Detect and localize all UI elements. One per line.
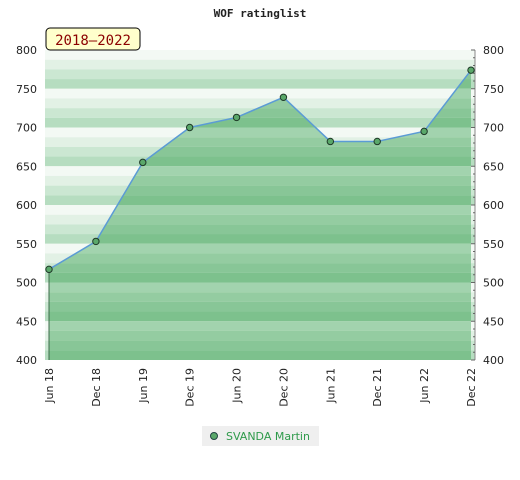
y-tick-label-right: 500 xyxy=(483,277,504,290)
y-tick-label-left: 500 xyxy=(16,277,37,290)
area-band xyxy=(49,214,471,225)
area-band xyxy=(49,311,471,322)
legend-marker xyxy=(210,432,218,440)
area-band xyxy=(49,224,471,235)
area-band xyxy=(49,292,471,302)
data-point xyxy=(326,137,335,146)
y-tick-label-left: 650 xyxy=(16,160,37,173)
data-point xyxy=(420,127,428,136)
data-point xyxy=(45,265,53,274)
area-band xyxy=(49,156,471,167)
data-point xyxy=(92,237,100,246)
data-point xyxy=(232,113,241,122)
area-band xyxy=(49,146,471,157)
bg-band xyxy=(45,59,475,70)
y-tick-label-left: 600 xyxy=(16,199,37,212)
x-tick-label: Jun 19 xyxy=(137,368,150,404)
y-tick-label-left: 750 xyxy=(16,83,37,96)
y-tick-label-left: 400 xyxy=(16,354,37,367)
area-band xyxy=(49,243,471,254)
area-band xyxy=(49,108,471,118)
data-point xyxy=(185,123,194,132)
area-band xyxy=(49,272,471,283)
y-tick-label-right: 400 xyxy=(483,354,504,367)
x-tick-label: Dec 18 xyxy=(90,368,103,407)
axes: 400 400 450 450 500 500 550 550 600 600 650 650 700 7… xyxy=(16,44,504,407)
legend: SVANDA Martin xyxy=(202,426,319,446)
y-tick-label-right: 450 xyxy=(483,315,504,328)
bg-band xyxy=(45,79,475,89)
area-band xyxy=(49,234,471,244)
chart-title: WOF ratinglist xyxy=(214,7,307,20)
area-band xyxy=(49,137,471,147)
area-band xyxy=(49,321,471,331)
y-tick-label-right: 800 xyxy=(483,44,504,57)
area-band xyxy=(49,166,471,176)
x-tick-label: Dec 21 xyxy=(371,368,384,407)
x-tick-label: Jun 22 xyxy=(418,368,431,404)
area-band xyxy=(49,301,471,312)
x-tick-label: Dec 20 xyxy=(277,368,290,407)
bg-band xyxy=(45,50,475,60)
period-label: 2018–2022 xyxy=(55,33,131,49)
area-band xyxy=(49,282,471,293)
x-tick-label: Dec 19 xyxy=(184,368,197,407)
area-band xyxy=(49,175,471,186)
area-band xyxy=(49,340,471,351)
data-point xyxy=(139,158,147,167)
x-tick-label: Jun 18 xyxy=(43,368,56,404)
bg-band xyxy=(45,69,475,80)
bg-band xyxy=(45,88,475,99)
period-badge: 2018–2022 xyxy=(45,27,141,51)
area-band xyxy=(49,195,471,205)
data-point xyxy=(467,66,475,74)
y-tick-label-right: 700 xyxy=(483,122,504,135)
area-band xyxy=(49,263,471,273)
area-band xyxy=(49,185,471,196)
points-layer xyxy=(45,66,475,274)
y-tick-label-left: 550 xyxy=(16,238,37,251)
y-tick-label-right: 650 xyxy=(483,160,504,173)
data-point xyxy=(373,137,381,146)
x-tick-label: Dec 22 xyxy=(465,368,478,407)
y-tick-label-left: 800 xyxy=(16,44,37,57)
y-tick-label-right: 550 xyxy=(483,238,504,251)
y-tick-label-left: 700 xyxy=(16,122,37,135)
area-band xyxy=(49,253,471,264)
x-tick-label: Jun 20 xyxy=(231,368,244,404)
area-band xyxy=(49,330,471,341)
legend-series-name: SVANDA Martin xyxy=(226,429,310,443)
y-tick-label-right: 600 xyxy=(483,199,504,212)
x-tick-label: Jun 21 xyxy=(324,368,337,404)
area-band xyxy=(49,205,471,215)
y-tick-label-left: 450 xyxy=(16,315,37,328)
area-band xyxy=(49,117,471,128)
area-band xyxy=(49,350,471,360)
bg-band xyxy=(45,98,475,109)
area-band xyxy=(49,127,471,138)
series-line xyxy=(48,69,472,270)
y-tick-label-right: 750 xyxy=(483,83,504,96)
data-point xyxy=(279,93,288,101)
